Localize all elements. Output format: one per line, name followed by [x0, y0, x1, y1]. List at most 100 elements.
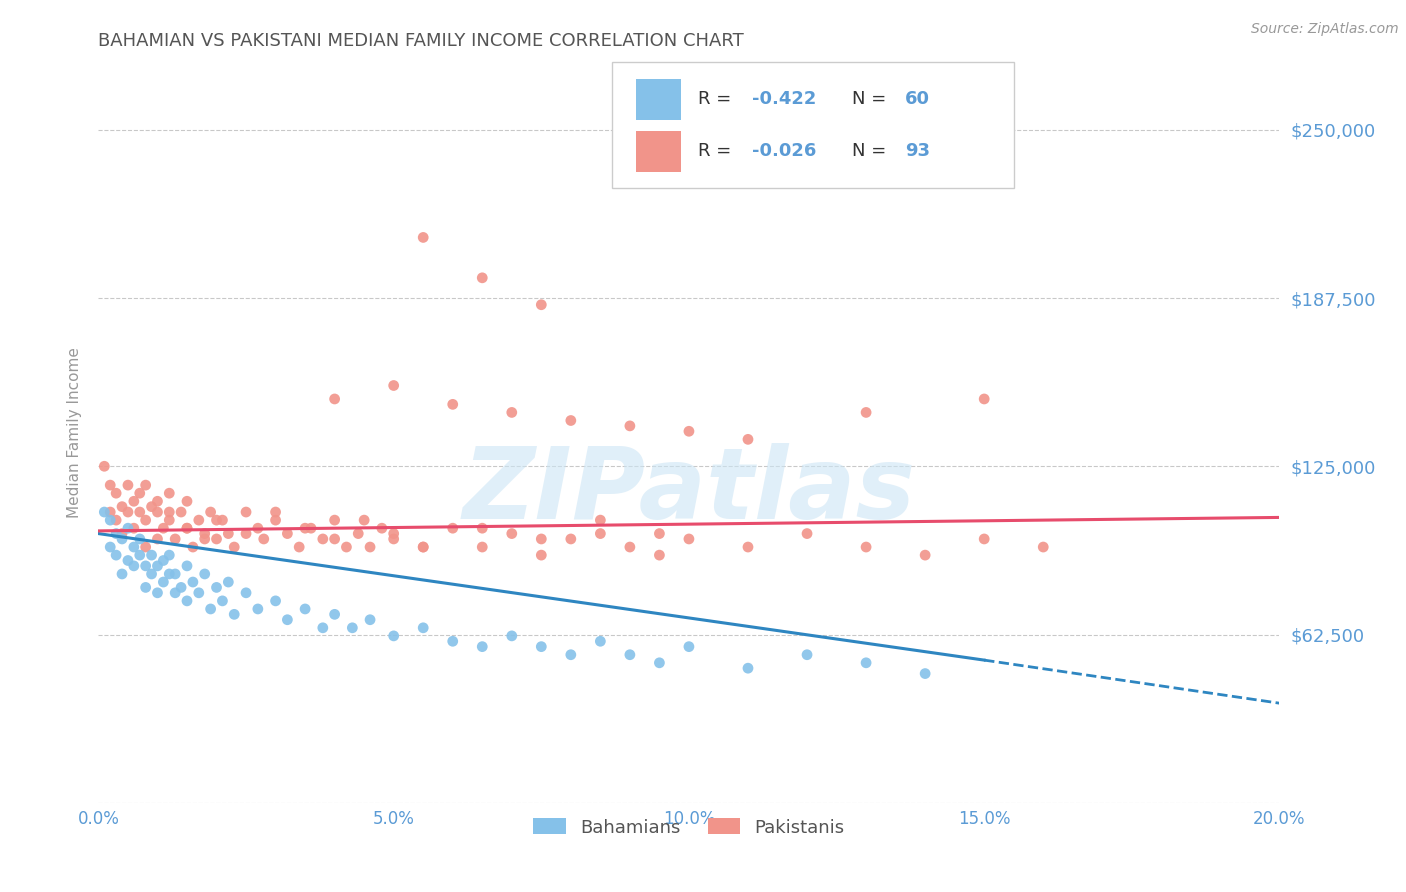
Point: [560, 413, 582, 427]
Point: [105, 513, 128, 527]
Point: [530, 640, 553, 654]
Point: [117, 521, 139, 535]
Point: [855, 656, 877, 670]
Point: [501, 405, 523, 419]
Point: [471, 540, 494, 554]
Point: [152, 553, 174, 567]
Point: [412, 621, 434, 635]
Point: [98, 505, 121, 519]
Point: [165, 586, 187, 600]
Point: [135, 478, 157, 492]
Point: [122, 521, 145, 535]
Point: [98, 513, 121, 527]
Point: [973, 532, 995, 546]
Point: [176, 558, 198, 573]
Legend: Bahamians, Pakistanis: Bahamians, Pakistanis: [524, 809, 853, 846]
Point: [105, 548, 128, 562]
Point: [323, 513, 346, 527]
Point: [560, 648, 582, 662]
Point: [312, 621, 335, 635]
Point: [648, 526, 671, 541]
Point: [678, 532, 700, 546]
Point: [560, 532, 582, 546]
Point: [264, 505, 287, 519]
Point: [146, 494, 169, 508]
FancyBboxPatch shape: [636, 79, 681, 120]
Point: [194, 532, 217, 546]
Point: [342, 621, 364, 635]
Point: [176, 521, 198, 535]
Point: [135, 581, 157, 595]
Point: [914, 666, 936, 681]
Point: [152, 521, 174, 535]
Point: [530, 298, 553, 312]
Point: [141, 548, 163, 562]
Point: [335, 540, 357, 554]
Point: [796, 526, 818, 541]
Point: [441, 634, 464, 648]
Point: [382, 378, 405, 392]
Point: [111, 566, 134, 581]
Point: [288, 540, 311, 554]
Point: [276, 613, 298, 627]
Point: [205, 532, 228, 546]
Text: N =: N =: [852, 90, 891, 109]
Point: [294, 602, 316, 616]
Point: [93, 459, 115, 474]
Point: [501, 526, 523, 541]
Point: [187, 513, 209, 527]
Point: [157, 513, 180, 527]
Point: [737, 433, 759, 447]
Point: [347, 526, 370, 541]
Point: [200, 505, 222, 519]
Point: [737, 540, 759, 554]
Point: [323, 392, 346, 406]
Point: [471, 521, 494, 535]
Point: [98, 540, 121, 554]
Text: 93: 93: [905, 143, 931, 161]
Text: ZIPatlas: ZIPatlas: [463, 443, 915, 541]
Point: [678, 424, 700, 438]
Point: [619, 648, 641, 662]
Point: [973, 392, 995, 406]
Point: [141, 566, 163, 581]
Point: [382, 526, 405, 541]
Point: [211, 594, 233, 608]
Point: [648, 656, 671, 670]
Text: -0.026: -0.026: [752, 143, 815, 161]
Point: [122, 540, 145, 554]
Point: [205, 581, 228, 595]
Point: [217, 526, 239, 541]
Point: [170, 505, 193, 519]
Point: [382, 629, 405, 643]
Point: [141, 500, 163, 514]
Text: Source: ZipAtlas.com: Source: ZipAtlas.com: [1251, 22, 1399, 37]
Point: [165, 532, 187, 546]
Point: [235, 586, 257, 600]
Point: [619, 540, 641, 554]
Point: [111, 526, 134, 541]
Point: [176, 521, 198, 535]
Point: [441, 397, 464, 411]
Point: [146, 505, 169, 519]
Point: [181, 540, 204, 554]
Point: [299, 521, 322, 535]
Point: [157, 548, 180, 562]
Point: [117, 478, 139, 492]
Point: [135, 558, 157, 573]
Point: [678, 640, 700, 654]
Text: -0.422: -0.422: [752, 90, 815, 109]
Point: [235, 505, 257, 519]
Point: [135, 540, 157, 554]
Point: [589, 526, 612, 541]
Point: [105, 526, 128, 541]
Point: [111, 500, 134, 514]
Point: [187, 586, 209, 600]
Point: [194, 566, 217, 581]
Point: [412, 540, 434, 554]
Point: [371, 521, 394, 535]
Point: [157, 505, 180, 519]
Point: [530, 532, 553, 546]
Point: [412, 230, 434, 244]
Point: [441, 521, 464, 535]
